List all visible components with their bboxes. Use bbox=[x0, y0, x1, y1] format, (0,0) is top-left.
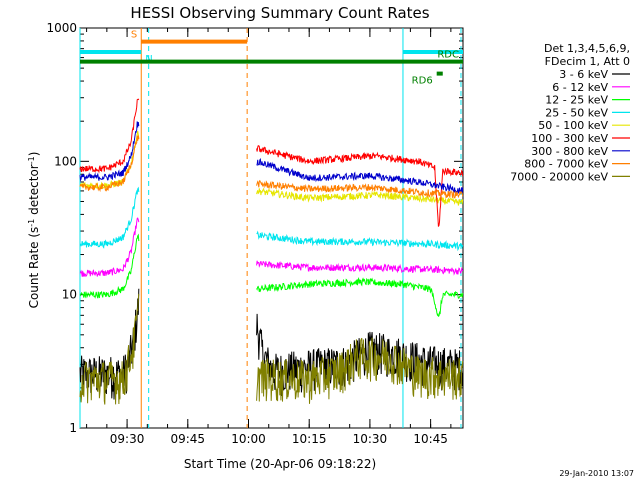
y-axis-label: Count Rate (s-1 detector-1) bbox=[27, 152, 42, 309]
flag-label-rdc: RDC bbox=[437, 50, 459, 61]
legend-label: 800 - 7000 keV bbox=[524, 158, 608, 171]
x-tick-label: 09:30 bbox=[110, 432, 145, 446]
series-line bbox=[256, 277, 464, 318]
y-tick-label: 10 bbox=[62, 288, 77, 302]
x-tick-label: 10:30 bbox=[353, 432, 388, 446]
legend-label: 7000 - 20000 keV bbox=[510, 170, 608, 183]
legend-label: 25 - 50 keV bbox=[545, 106, 608, 119]
series-line bbox=[256, 145, 464, 227]
y-tick-label: 1000 bbox=[46, 21, 77, 35]
plot-marks: 1 10 100 1000 09:30 09:45 10:00 10:15 10:30 10:45… bbox=[46, 21, 464, 446]
flag-label-rd6: RD6 bbox=[412, 76, 433, 87]
series-line bbox=[256, 313, 464, 397]
legend-label: 300 - 800 keV bbox=[531, 145, 608, 158]
x-tick-label: 10:00 bbox=[231, 432, 266, 446]
series-line bbox=[79, 135, 140, 193]
x-tick-label: 10:45 bbox=[413, 432, 448, 446]
legend-header: Det 1,3,4,5,6,9, bbox=[544, 42, 630, 55]
legend-header: FDecim 1, Att 0 bbox=[545, 55, 630, 68]
date-stamp: 29-Jan-2010 13:07 bbox=[559, 469, 634, 478]
x-tick-label: 09:45 bbox=[170, 432, 205, 446]
series-line bbox=[79, 233, 140, 299]
legend-label: 12 - 25 keV bbox=[545, 94, 608, 107]
series-line bbox=[256, 230, 464, 252]
series-line bbox=[256, 187, 464, 206]
y-tick-label: 1 bbox=[69, 421, 77, 435]
series-line bbox=[79, 98, 140, 174]
series-line bbox=[79, 217, 140, 278]
series-line bbox=[79, 186, 140, 249]
series-line bbox=[256, 179, 464, 199]
legend-label: 6 - 12 keV bbox=[552, 81, 608, 94]
chart-title: HESSI Observing Summary Count Rates bbox=[130, 4, 429, 22]
series-line bbox=[79, 121, 140, 182]
legend-label: 100 - 300 keV bbox=[531, 132, 608, 145]
legend-label: 3 - 6 keV bbox=[559, 68, 608, 81]
series-line bbox=[256, 157, 464, 194]
x-axis-label: Start Time (20-Apr-06 09:18:22) bbox=[184, 457, 376, 471]
x-tick-label: 10:15 bbox=[292, 432, 327, 446]
series-line bbox=[256, 260, 464, 276]
flag-label-n: N bbox=[145, 54, 152, 65]
flag-label-s: S bbox=[131, 30, 137, 41]
legend-label: 50 - 100 keV bbox=[538, 119, 608, 132]
series-line bbox=[79, 130, 140, 191]
y-tick-label: 100 bbox=[54, 154, 77, 168]
series-line bbox=[79, 288, 140, 400]
legend: Det 1,3,4,5,6,9,FDecim 1, Att 03 - 6 keV… bbox=[510, 42, 630, 183]
series-line bbox=[79, 293, 140, 405]
series-line bbox=[256, 337, 464, 404]
